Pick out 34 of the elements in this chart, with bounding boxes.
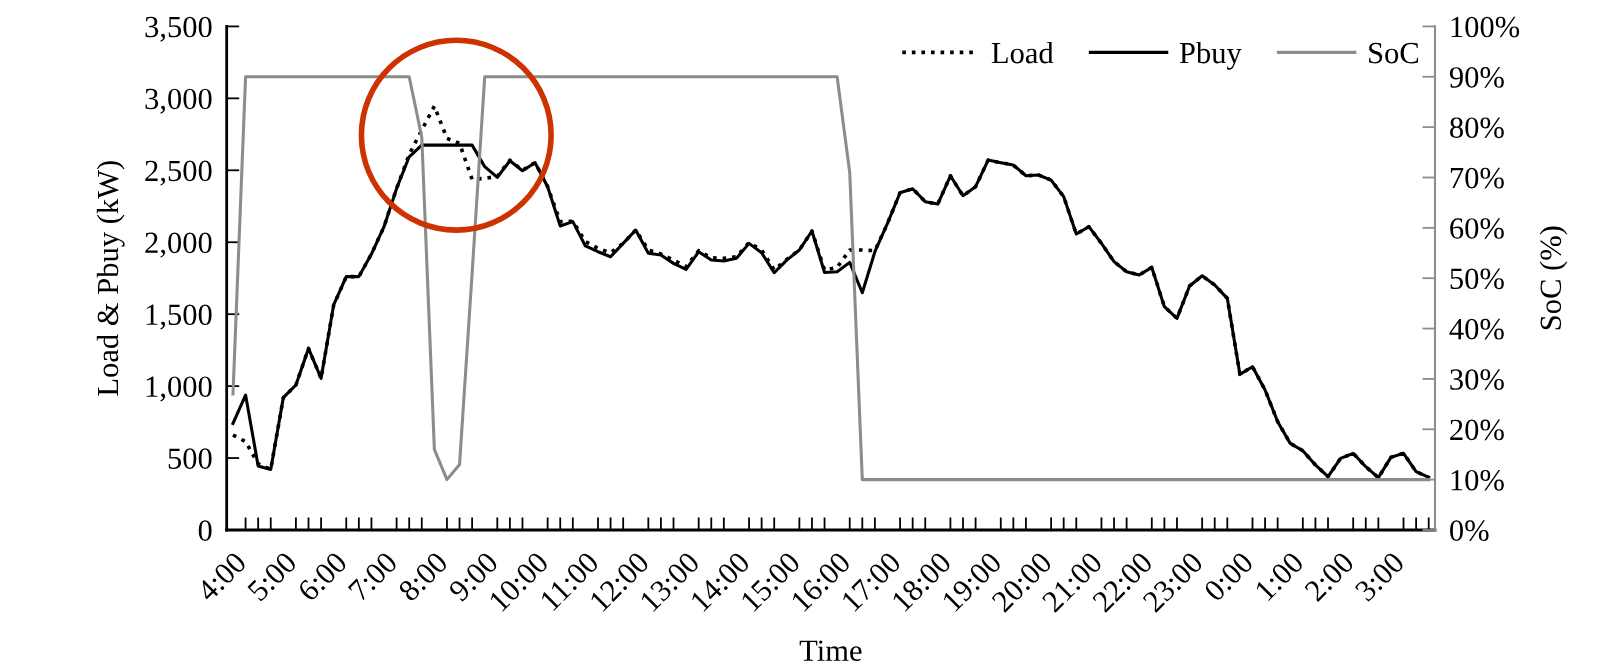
y-tick-label: 3,000 xyxy=(145,88,212,114)
x-tick-label: 6:00 xyxy=(296,550,349,603)
x-axis-title: Time xyxy=(799,640,862,662)
y2-tick-label: 70% xyxy=(1450,167,1504,189)
y2-axis-title: SoC (%) xyxy=(1539,226,1568,330)
x-tick-label: 2:00 xyxy=(1303,550,1356,603)
y-tick-label: 1,000 xyxy=(146,376,212,402)
y2-tick-label: 40% xyxy=(1449,318,1504,340)
y-tick-label: 0 xyxy=(198,520,212,541)
y-tick-label: 2,000 xyxy=(145,232,212,258)
y-tick-label: 1,500 xyxy=(146,304,212,330)
y2-tick-label: 20% xyxy=(1450,419,1504,441)
y2-tick-label: 0% xyxy=(1450,520,1489,541)
x-tick-label: 7:00 xyxy=(347,550,399,602)
y2-tick-label: 100% xyxy=(1451,16,1520,38)
y2-tick-label: 50% xyxy=(1450,268,1504,290)
x-tick-label: 5:00 xyxy=(246,550,298,602)
legend-label: Pbuy xyxy=(1179,41,1242,70)
x-tick-label: 1:00 xyxy=(1254,550,1305,602)
x-tick-label: 8:00 xyxy=(397,550,449,603)
legend-label: Load xyxy=(991,41,1054,64)
y-tick-label: 3,500 xyxy=(145,16,212,42)
y2-tick-label: 10% xyxy=(1451,469,1504,491)
legend-label: SoC xyxy=(1369,42,1419,64)
y2-tick-label: 60% xyxy=(1450,218,1504,239)
y-tick-label: 500 xyxy=(168,448,212,469)
y-tick-label: 2,500 xyxy=(145,160,212,186)
y-axis-title: Load & Pbuy (kW) xyxy=(96,161,125,396)
x-tick-label: 0:00 xyxy=(1202,550,1255,603)
x-tick-label: 3:00 xyxy=(1354,550,1406,603)
y2-tick-label: 30% xyxy=(1450,369,1504,390)
x-tick-label: 4:00 xyxy=(195,550,248,603)
y2-tick-label: 90% xyxy=(1449,67,1504,88)
y2-tick-label: 80% xyxy=(1450,117,1504,139)
